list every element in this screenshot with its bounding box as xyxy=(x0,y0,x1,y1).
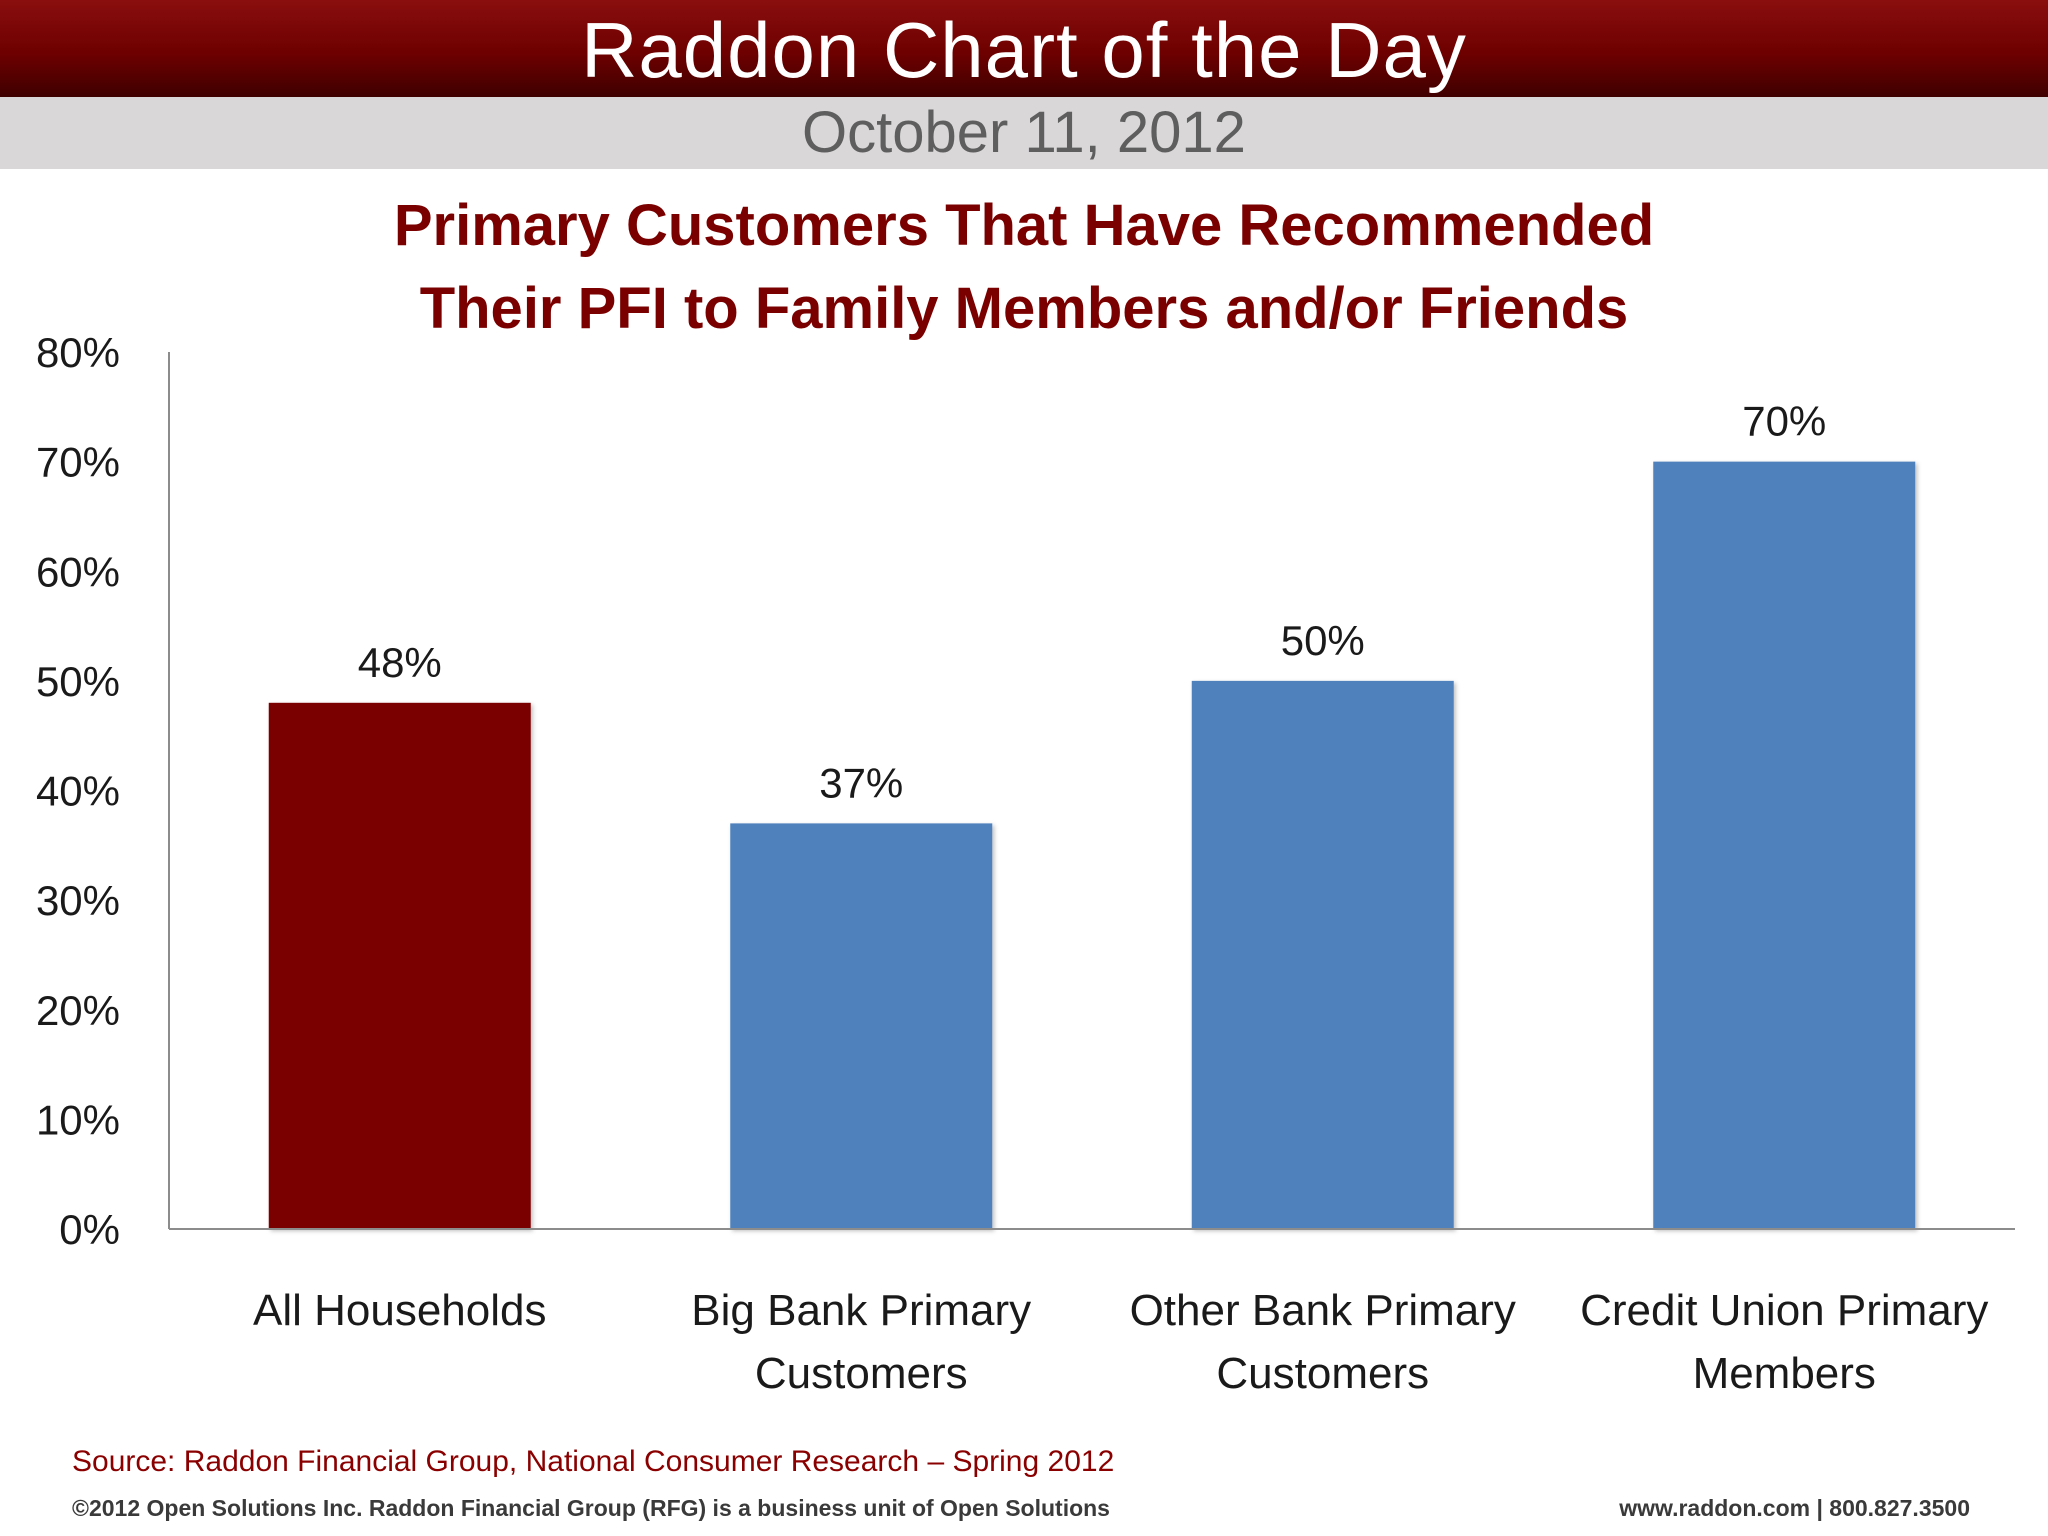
source-note: Source: Raddon Financial Group, National… xyxy=(72,1445,1115,1478)
bars xyxy=(268,461,1916,1229)
x-tick-label: All Households xyxy=(253,1286,547,1335)
data-label: 37% xyxy=(819,759,903,806)
y-tick-label: 80% xyxy=(36,329,120,376)
x-axis-labels: All Households Big Bank Primary Customers O… xyxy=(253,1286,1988,1398)
contact-info: www.raddon.com | 800.827.3500 xyxy=(1619,1495,1970,1521)
y-axis: 0% 10% 20% 30% 40% 50% 60% 70% 80% xyxy=(36,329,120,1253)
y-tick-label: 50% xyxy=(36,658,120,705)
bar xyxy=(730,823,993,1229)
x-tick-label: Big Bank Primary xyxy=(691,1286,1031,1335)
bar xyxy=(1653,461,1916,1229)
data-label: 48% xyxy=(358,639,442,686)
bar xyxy=(1191,680,1454,1229)
y-tick-label: 0% xyxy=(59,1206,120,1253)
y-tick-label: 60% xyxy=(36,548,120,595)
copyright-note: ©2012 Open Solutions Inc. Raddon Financi… xyxy=(72,1495,1110,1521)
data-label: 50% xyxy=(1281,617,1365,664)
value-labels: 48% 37% 50% 70% xyxy=(358,398,1827,807)
data-label: 70% xyxy=(1742,398,1826,445)
header-band: Raddon Chart of the Day xyxy=(0,0,2048,97)
chart-title: Primary Customers That Have Recommended … xyxy=(0,184,2048,350)
x-tick-label: Customers xyxy=(755,1349,968,1398)
date-band: October 11, 2012 xyxy=(0,97,2048,169)
chart-title-line-2: Their PFI to Family Members and/or Frien… xyxy=(419,276,1629,341)
page-title: Raddon Chart of the Day xyxy=(581,5,1467,94)
y-tick-label: 20% xyxy=(36,987,120,1034)
x-tick-label: Customers xyxy=(1216,1349,1429,1398)
bar xyxy=(268,702,531,1229)
x-tick-label: Members xyxy=(1693,1349,1876,1398)
chart-title-line-1: Primary Customers That Have Recommended xyxy=(393,193,1655,258)
y-tick-label: 10% xyxy=(36,1096,120,1143)
date-label: October 11, 2012 xyxy=(802,100,1246,165)
y-tick-label: 40% xyxy=(36,768,120,815)
x-tick-label: Credit Union Primary xyxy=(1580,1286,1988,1335)
y-tick-label: 30% xyxy=(36,877,120,924)
axis-lines xyxy=(168,352,2015,1230)
y-tick-label: 70% xyxy=(36,439,120,486)
x-tick-label: Other Bank Primary xyxy=(1130,1286,1516,1335)
